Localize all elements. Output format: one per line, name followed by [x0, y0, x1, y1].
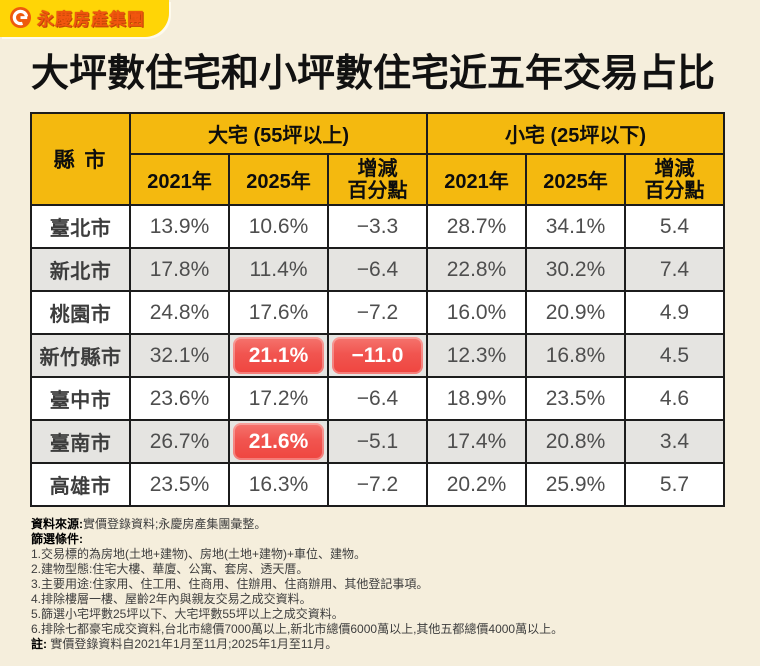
city-label: 臺南市 — [30, 419, 131, 464]
col-header-small-change: 增減 百分點 — [624, 153, 725, 206]
city-label: 新竹縣市 — [30, 333, 131, 378]
brand-badge: 永慶房產集團 — [0, 0, 169, 37]
value-cell-highlighted: 21.6% — [228, 419, 329, 464]
value-cell: 20.9% — [525, 290, 626, 335]
table-row-newtaipei: 新北市 17.8% 11.4% −6.4 22.8% 30.2% 7.4 — [30, 247, 725, 292]
transaction-share-table: 縣 市 大宅 (55坪以上) 小宅 (25坪以下) 2021年 2025年 增減… — [30, 112, 725, 507]
col-header-small-2025: 2025年 — [525, 153, 626, 206]
value-cell: 20.2% — [426, 462, 527, 507]
note-label: 註: — [31, 637, 47, 651]
value-cell: 16.3% — [228, 462, 329, 507]
group-header-large-homes: 大宅 (55坪以上) — [129, 112, 428, 155]
col-header-large-2025: 2025年 — [228, 153, 329, 206]
value-cell: 16.8% — [525, 333, 626, 378]
value-cell: −6.4 — [327, 247, 428, 292]
page-title-normal: 大坪數住宅和小坪數住宅 — [31, 53, 450, 95]
value-cell: 17.2% — [228, 376, 329, 421]
table-row-tainan: 臺南市 26.7% 21.6% −5.1 17.4% 20.8% 3.4 — [30, 419, 725, 464]
city-label: 臺北市 — [30, 204, 131, 249]
note-text: 實價登錄資料自2021年1月至11月;2025年1月至11月。 — [50, 637, 338, 651]
page-title-emphasis: 近五年交易占比 — [449, 53, 716, 95]
value-cell: 17.8% — [129, 247, 230, 292]
value-cell: 34.1% — [525, 204, 626, 249]
col-header-large-change-line1: 增減 — [357, 157, 398, 180]
highlight-badge: 21.6% — [233, 423, 324, 460]
filter-item-5: 5.篩選小宅坪數25坪以下、大宅坪數55坪以上之成交資料。 — [31, 607, 344, 621]
col-header-small-change-line2: 百分點 — [644, 179, 705, 202]
value-cell: −7.2 — [327, 462, 428, 507]
value-cell: 4.5 — [624, 333, 725, 378]
footnotes: 資料來源:實價登錄資料;永慶房產集團彙整。 篩選條件: 1.交易標的為房地(土地… — [31, 517, 731, 652]
value-cell: 3.4 — [624, 419, 725, 464]
value-cell: 4.6 — [624, 376, 725, 421]
value-cell: −3.3 — [327, 204, 428, 249]
value-cell: 5.7 — [624, 462, 725, 507]
value-cell-highlighted: −11.0 — [327, 333, 428, 378]
city-label: 新北市 — [30, 247, 131, 292]
value-cell: 32.1% — [129, 333, 230, 378]
city-label: 桃園市 — [30, 290, 131, 335]
filter-item-1: 1.交易標的為房地(土地+建物)、房地(土地+建物)+車位、建物。 — [31, 547, 367, 561]
value-cell: 23.5% — [129, 462, 230, 507]
col-header-small-change-line1: 增減 — [654, 157, 695, 180]
value-cell: 16.0% — [426, 290, 527, 335]
value-cell: 13.9% — [129, 204, 230, 249]
yungching-ring-icon — [9, 6, 32, 29]
col-header-large-2021: 2021年 — [129, 153, 230, 206]
col-header-large-change: 增減 百分點 — [327, 153, 428, 206]
value-cell: 17.6% — [228, 290, 329, 335]
source-label: 資料來源: — [31, 517, 83, 531]
filter-item-6: 6.排除七都豪宅成交資料,台北市總價7000萬以上,新北市總價6000萬以上,其… — [31, 622, 564, 636]
city-label: 高雄市 — [30, 462, 131, 507]
group-header-small-homes: 小宅 (25坪以下) — [426, 112, 725, 155]
city-label: 臺中市 — [30, 376, 131, 421]
table-row-taoyuan: 桃園市 24.8% 17.6% −7.2 16.0% 20.9% 4.9 — [30, 290, 725, 335]
value-cell: 24.8% — [129, 290, 230, 335]
corner-header-city: 縣 市 — [30, 112, 131, 206]
value-cell: 30.2% — [525, 247, 626, 292]
filter-item-3: 3.主要用途:住家用、住工用、住商用、住辦用、住商辦用、其他登記事項。 — [31, 577, 429, 591]
value-cell: 12.3% — [426, 333, 527, 378]
filter-item-4: 4.排除樓層一樓、屋齡2年內與親友交易之成交資料。 — [31, 592, 312, 606]
value-cell: 7.4 — [624, 247, 725, 292]
value-cell: 23.6% — [129, 376, 230, 421]
value-cell: 25.9% — [525, 462, 626, 507]
highlight-badge: 21.1% — [233, 337, 324, 374]
value-cell: 20.8% — [525, 419, 626, 464]
table-row-kaohsiung: 高雄市 23.5% 16.3% −7.2 20.2% 25.9% 5.7 — [30, 462, 725, 507]
value-cell: 18.9% — [426, 376, 527, 421]
value-cell: 22.8% — [426, 247, 527, 292]
value-cell: 11.4% — [228, 247, 329, 292]
value-cell: −5.1 — [327, 419, 428, 464]
value-cell-highlighted: 21.1% — [228, 333, 329, 378]
value-cell: 17.4% — [426, 419, 527, 464]
col-header-large-change-line2: 百分點 — [347, 179, 408, 202]
source-text: 實價登錄資料;永慶房產集團彙整。 — [83, 517, 267, 531]
value-cell: −7.2 — [327, 290, 428, 335]
table-row-hsinchu: 新竹縣市 32.1% 21.1% −11.0 12.3% 16.8% 4.5 — [30, 333, 725, 378]
value-cell: 26.7% — [129, 419, 230, 464]
filter-item-2: 2.建物型態:住宅大樓、華廈、公寓、套房、透天厝。 — [31, 562, 309, 576]
value-cell: 23.5% — [525, 376, 626, 421]
note-line: 註: 實價登錄資料自2021年1月至11月;2025年1月至11月。 — [31, 637, 731, 652]
brand-name: 永慶房產集團 — [37, 10, 145, 29]
source-line: 資料來源:實價登錄資料;永慶房產集團彙整。 — [31, 517, 731, 532]
filter-conditions-label: 篩選條件: — [31, 532, 83, 546]
value-cell: 4.9 — [624, 290, 725, 335]
value-cell: 5.4 — [624, 204, 725, 249]
table-row-taichung: 臺中市 23.6% 17.2% −6.4 18.9% 23.5% 4.6 — [30, 376, 725, 421]
table-row-taipei: 臺北市 13.9% 10.6% −3.3 28.7% 34.1% 5.4 — [30, 204, 725, 249]
col-header-small-2021: 2021年 — [426, 153, 527, 206]
highlight-badge: −11.0 — [332, 337, 423, 374]
page-title: 大坪數住宅和小坪數住宅近五年交易占比 — [31, 55, 715, 93]
value-cell: 10.6% — [228, 204, 329, 249]
value-cell: −6.4 — [327, 376, 428, 421]
value-cell: 28.7% — [426, 204, 527, 249]
